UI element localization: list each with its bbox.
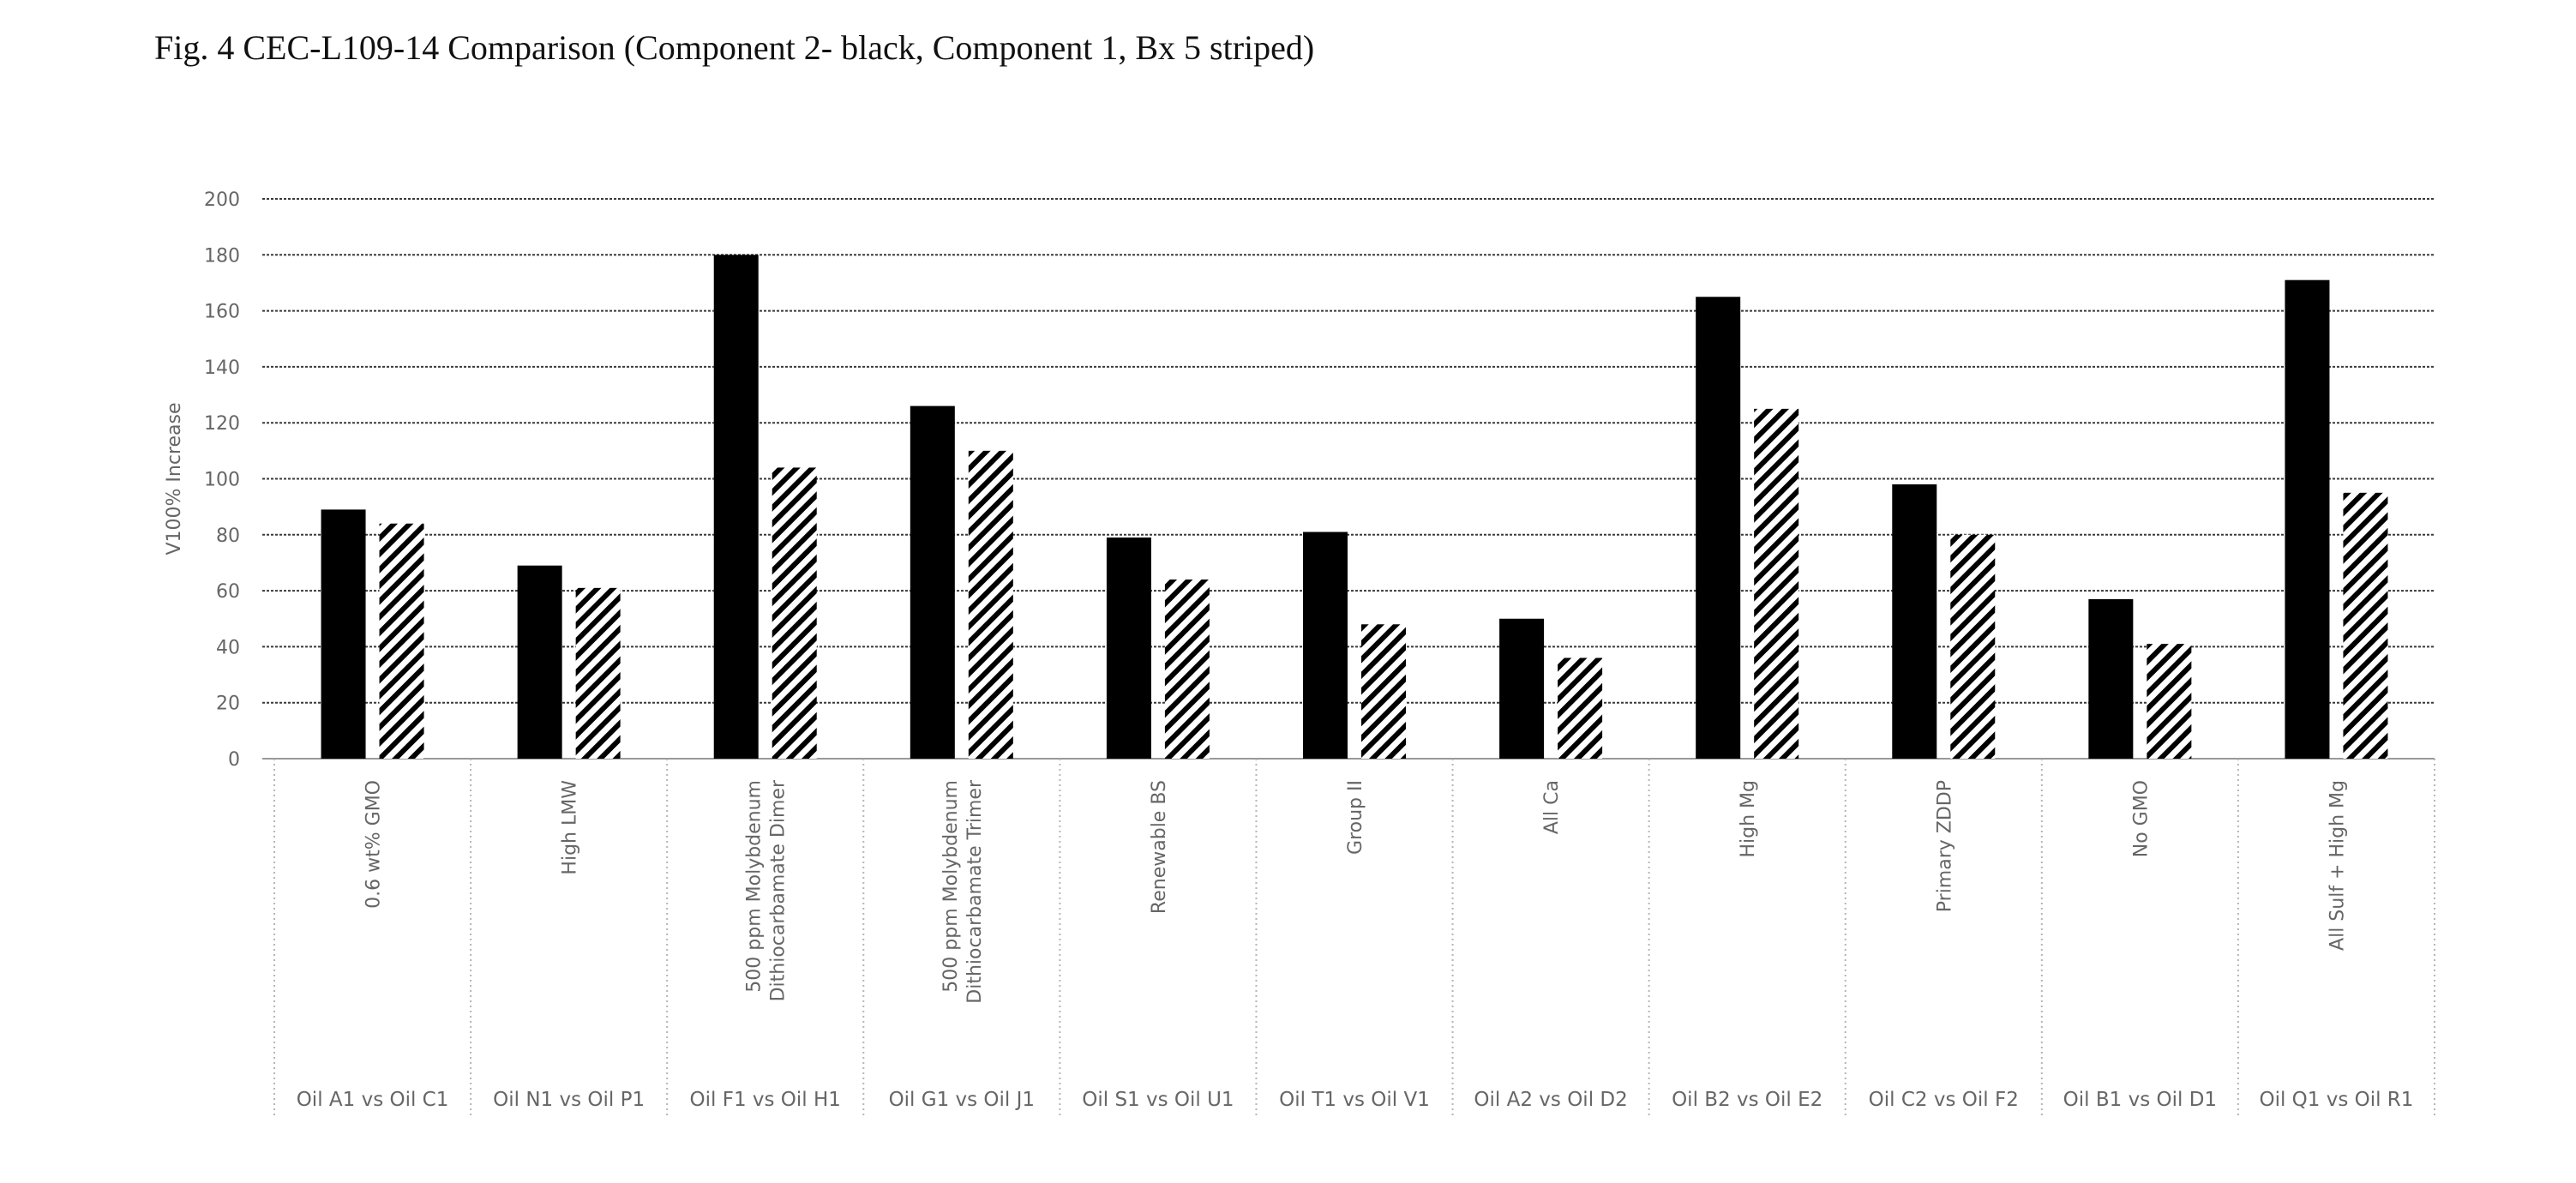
bar-striped — [1558, 658, 1603, 759]
comparison-label: Oil C2 vs Oil F2 — [1869, 1089, 2019, 1111]
bar-black — [2088, 598, 2134, 759]
y-tick-label: 0 — [228, 749, 240, 771]
bar-striped — [1361, 624, 1406, 759]
comparison-label: Oil F1 vs Oil H1 — [690, 1089, 841, 1111]
bar-striped — [1950, 534, 1996, 759]
category-label: All Ca — [1541, 780, 1563, 834]
comparison-label: Oil A2 vs Oil D2 — [1474, 1089, 1627, 1111]
bar-black — [2285, 279, 2330, 759]
bar-black — [910, 405, 955, 759]
figure-title: Fig. 4 CEC-L109-14 Comparison (Component… — [154, 28, 1315, 67]
category-label: High LMW — [560, 780, 581, 875]
bar-striped — [1164, 579, 1210, 759]
y-tick-label: 200 — [204, 189, 240, 211]
category-label: No GMO — [2130, 780, 2152, 857]
comparison-label: Oil B1 vs Oil D1 — [2063, 1089, 2217, 1111]
bar-black — [1499, 618, 1545, 759]
bar-striped — [1754, 408, 1799, 759]
y-tick-label: 20 — [216, 694, 240, 715]
comparison-label: Oil T1 vs Oil V1 — [1279, 1089, 1430, 1111]
category-label: All Sulf + High Mg — [2327, 780, 2348, 951]
category-label: 500 ppm Molybdenum — [744, 780, 766, 993]
bar-black — [1303, 531, 1348, 759]
y-tick-label: 160 — [204, 302, 240, 323]
comparison-label: Oil Q1 vs Oil R1 — [2259, 1089, 2413, 1111]
category-label: Renewable BS — [1149, 780, 1170, 914]
bar-striped — [2147, 644, 2192, 759]
comparison-label: Oil S1 vs Oil U1 — [1082, 1089, 1234, 1111]
bar-black — [1696, 297, 1741, 759]
category-label: 500 ppm Molybdenum — [940, 780, 962, 993]
category-label: Primary ZDDP — [1934, 780, 1955, 912]
comparison-label: Oil G1 vs Oil J1 — [889, 1089, 1035, 1111]
bar-black — [321, 509, 366, 759]
bar-black — [713, 255, 759, 759]
category-label: Group II — [1345, 780, 1366, 855]
comparison-label: Oil A1 vs Oil C1 — [297, 1089, 449, 1111]
category-label: 0.6 wt% GMO — [363, 780, 385, 909]
y-tick-label: 140 — [204, 357, 240, 379]
bar-striped — [968, 450, 1013, 759]
category-label: Dithiocarbamate Dimer — [768, 779, 790, 1001]
bar-striped — [575, 587, 621, 759]
bar-striped — [2343, 492, 2388, 759]
comparison-label: Oil N1 vs Oil P1 — [493, 1089, 645, 1111]
category-label: Dithiocarbamate Trimer — [964, 779, 986, 1004]
y-tick-label: 120 — [204, 413, 240, 435]
bar-striped — [379, 523, 424, 759]
y-tick-label: 40 — [216, 637, 240, 658]
bar-black — [1106, 537, 1151, 759]
comparison-label: Oil B2 vs Oil E2 — [1672, 1089, 1822, 1111]
bar-striped — [772, 467, 817, 759]
y-tick-label: 100 — [204, 470, 240, 491]
y-tick-label: 60 — [216, 581, 240, 603]
y-tick-label: 180 — [204, 245, 240, 267]
bar-black — [1892, 484, 1937, 759]
category-label: High Mg — [1738, 780, 1759, 858]
y-axis-label: V100% Increase — [164, 402, 185, 555]
bar-black — [517, 565, 562, 759]
y-tick-label: 80 — [216, 525, 240, 547]
